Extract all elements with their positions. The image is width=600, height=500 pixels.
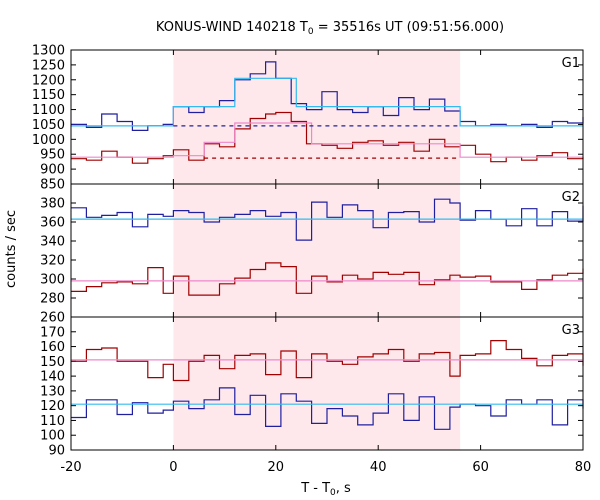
y-tick-label: 360 bbox=[40, 216, 65, 231]
x-tick-label: 40 bbox=[370, 460, 387, 475]
series-line-pink-step bbox=[71, 122, 583, 158]
y-tick-label: 260 bbox=[40, 311, 65, 326]
x-tick-label: 80 bbox=[575, 460, 592, 475]
panel-g2: 260 280 300 320 340 360 380 G2 bbox=[40, 183, 584, 326]
y-tick-label: 1200 bbox=[32, 73, 65, 88]
series-line-red-step bbox=[71, 262, 584, 296]
x-axis-label: T - T0, s bbox=[300, 481, 351, 498]
panel-label: G2 bbox=[562, 190, 580, 205]
x-tick-label: 60 bbox=[472, 460, 489, 475]
series-line-light_blue-step bbox=[71, 77, 583, 127]
y-tick-label: 1000 bbox=[32, 133, 65, 148]
y-tick-label: 320 bbox=[40, 254, 65, 269]
y-tick-label: 280 bbox=[40, 292, 65, 307]
y-tick-label: 170 bbox=[40, 325, 65, 340]
y-tick-label: 1250 bbox=[32, 58, 65, 73]
series-line-red-step bbox=[71, 340, 584, 382]
x-tick-label: 0 bbox=[169, 460, 177, 475]
y-tick-label: 1150 bbox=[32, 88, 65, 103]
series-line-blue-step bbox=[71, 387, 584, 430]
y-tick-label: 110 bbox=[40, 414, 65, 429]
plot-area: 8509009501000105011001150120012501300G12… bbox=[32, 44, 591, 476]
y-tick-label: 140 bbox=[40, 370, 65, 385]
y-tick-label: 900 bbox=[40, 163, 65, 178]
y-tick-label: 950 bbox=[40, 148, 65, 163]
y-tick-label: 850 bbox=[40, 178, 65, 193]
panel-frame bbox=[70, 316, 584, 451]
y-tick-label: 1300 bbox=[32, 44, 65, 59]
panel-label: G1 bbox=[562, 56, 580, 71]
y-axis-label: counts / sec bbox=[4, 210, 19, 288]
y-tick-label: 1100 bbox=[32, 103, 65, 118]
y-tick-label: 100 bbox=[40, 429, 65, 444]
y-tick-label: 160 bbox=[40, 340, 65, 355]
chart-title: KONUS-WIND 140218 T0 = 35516s UT (09:51:… bbox=[156, 20, 504, 37]
y-tick-label: 340 bbox=[40, 235, 65, 250]
y-tick-label: 90 bbox=[48, 444, 65, 459]
x-tick-label: 20 bbox=[268, 460, 285, 475]
y-tick-label: 300 bbox=[40, 273, 65, 288]
y-tick-label: 1050 bbox=[32, 118, 65, 133]
burst-interval-shade bbox=[173, 50, 461, 450]
y-tick-label: 150 bbox=[40, 355, 65, 370]
panel-label: G3 bbox=[562, 323, 580, 338]
y-tick-label: 380 bbox=[40, 197, 65, 212]
x-tick-label: -20 bbox=[60, 460, 81, 475]
y-tick-label: 130 bbox=[40, 384, 65, 399]
y-tick-label: 120 bbox=[40, 399, 65, 414]
